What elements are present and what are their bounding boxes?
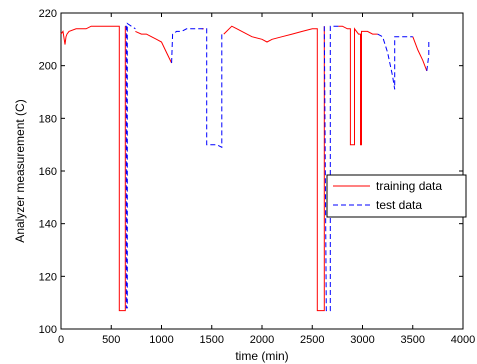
legend: training data test data — [326, 174, 467, 218]
y-tick-label: 100 — [39, 324, 57, 336]
x-tick-label: 3500 — [401, 334, 425, 346]
series-line-training-data — [338, 25, 378, 146]
ticks-layer: 0 500 1000 1500 2000 2500 3000 3500 4000 100 120 14… — [39, 8, 476, 346]
legend-label-test-data: test data — [376, 198, 422, 212]
x-tick-label: 500 — [102, 334, 120, 346]
x-tick-label: 1000 — [149, 334, 173, 346]
y-tick-label: 220 — [39, 8, 57, 20]
series-line-training-data — [60, 25, 126, 312]
x-tick-label: 2500 — [300, 334, 324, 346]
legend-label-training-data: training data — [376, 179, 442, 193]
y-axis-label: Analyzer measurement (C) — [13, 99, 27, 242]
x-tick-label: 0 — [58, 334, 64, 346]
x-tick-label: 2000 — [250, 334, 274, 346]
series-line-test-data — [426, 39, 430, 71]
legend-box — [326, 174, 467, 218]
x-tick-label: 3000 — [350, 334, 374, 346]
series-layer — [60, 22, 430, 312]
series-line-training-data — [135, 30, 173, 64]
series-line-test-data — [171, 28, 224, 149]
y-tick-label: 160 — [39, 166, 57, 178]
y-tick-label: 200 — [39, 61, 57, 73]
series-line-training-data — [412, 36, 428, 72]
x-tick-label: 1500 — [200, 334, 224, 346]
y-tick-label: 180 — [39, 113, 57, 125]
plot-area — [60, 12, 464, 330]
y-tick-label: 120 — [39, 271, 57, 283]
series-line-test-data — [125, 22, 136, 309]
x-axis-label: time (min) — [235, 349, 288, 363]
y-tick-label: 140 — [39, 219, 57, 231]
series-line-test-data — [377, 33, 413, 90]
series-line-training-data — [223, 25, 325, 312]
x-tick-label: 4000 — [451, 334, 475, 346]
